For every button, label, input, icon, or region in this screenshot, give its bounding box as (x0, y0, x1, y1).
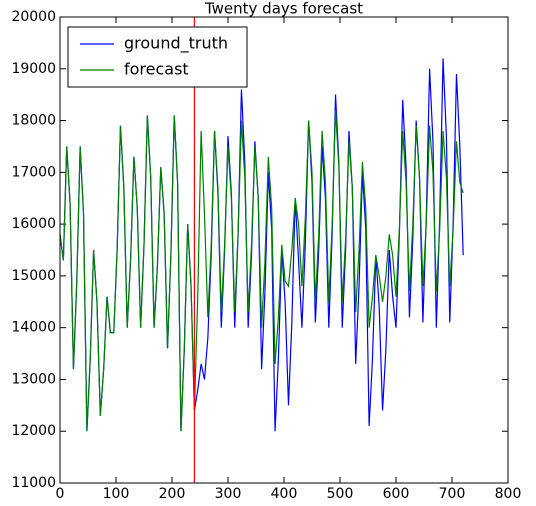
x-tick-label: 700 (439, 486, 466, 502)
legend-label: ground_truth (124, 34, 228, 54)
x-tick-label: 300 (215, 486, 242, 502)
y-tick-label: 19000 (11, 61, 56, 77)
y-tick-label: 16000 (11, 216, 56, 232)
y-tick-label: 13000 (11, 371, 56, 387)
legend-box (67, 26, 248, 88)
plot-frame (59, 16, 509, 484)
y-tick-label: 17000 (11, 164, 56, 180)
y-tick-label: 12000 (11, 423, 56, 439)
y-tick-label: 11000 (11, 475, 56, 491)
y-tick-label: 20000 (11, 9, 56, 25)
x-tick-label: 0 (56, 486, 65, 502)
legend-label: forecast (124, 60, 189, 79)
x-tick-label: 100 (103, 486, 130, 502)
x-tick-label: 400 (271, 486, 298, 502)
x-tick-label: 200 (159, 486, 186, 502)
x-tick-label: 500 (327, 486, 354, 502)
y-tick-label: 15000 (11, 268, 56, 284)
y-tick-label: 14000 (11, 320, 56, 336)
series-line (59, 110, 464, 432)
x-tick-label: 800 (495, 486, 522, 502)
x-tick-label: 600 (383, 486, 410, 502)
chart-title: Twenty days forecast (204, 0, 363, 18)
y-tick-label: 18000 (11, 113, 56, 129)
